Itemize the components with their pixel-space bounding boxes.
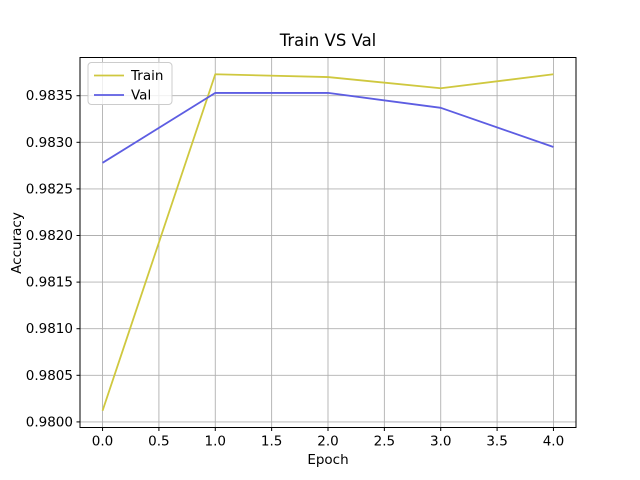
y-tick-label: 0.9815 — [26, 275, 73, 291]
chart-title: Train VS Val — [279, 31, 377, 50]
x-tick-label: 2.0 — [317, 434, 338, 450]
y-tick-label: 0.9805 — [26, 368, 73, 384]
y-tick-label: 0.9825 — [26, 181, 73, 197]
x-tick-label: 0.0 — [92, 434, 113, 450]
legend-label-train: Train — [130, 68, 163, 84]
x-tick-label: 2.5 — [374, 434, 395, 450]
y-tick-label: 0.9820 — [26, 228, 73, 244]
x-tick-label: 4.0 — [543, 434, 564, 450]
x-tick-label: 3.5 — [486, 434, 507, 450]
y-tick-label: 0.9810 — [26, 321, 73, 337]
x-tick-label: 3.0 — [430, 434, 451, 450]
x-axis-label: Epoch — [307, 452, 349, 468]
legend-label-val: Val — [131, 88, 151, 104]
y-tick-label: 0.9800 — [26, 414, 73, 430]
legend-box — [87, 62, 173, 105]
x-tick-label: 0.5 — [148, 434, 169, 450]
y-axis-label: Accuracy — [9, 212, 25, 274]
x-tick-label: 1.5 — [261, 434, 282, 450]
y-tick-label: 0.9830 — [26, 135, 73, 151]
val-series-line — [102, 92, 554, 164]
train-series-line — [101, 73, 554, 412]
x-tick-label: 1.0 — [205, 434, 226, 450]
y-tick-label: 0.9835 — [26, 88, 73, 104]
